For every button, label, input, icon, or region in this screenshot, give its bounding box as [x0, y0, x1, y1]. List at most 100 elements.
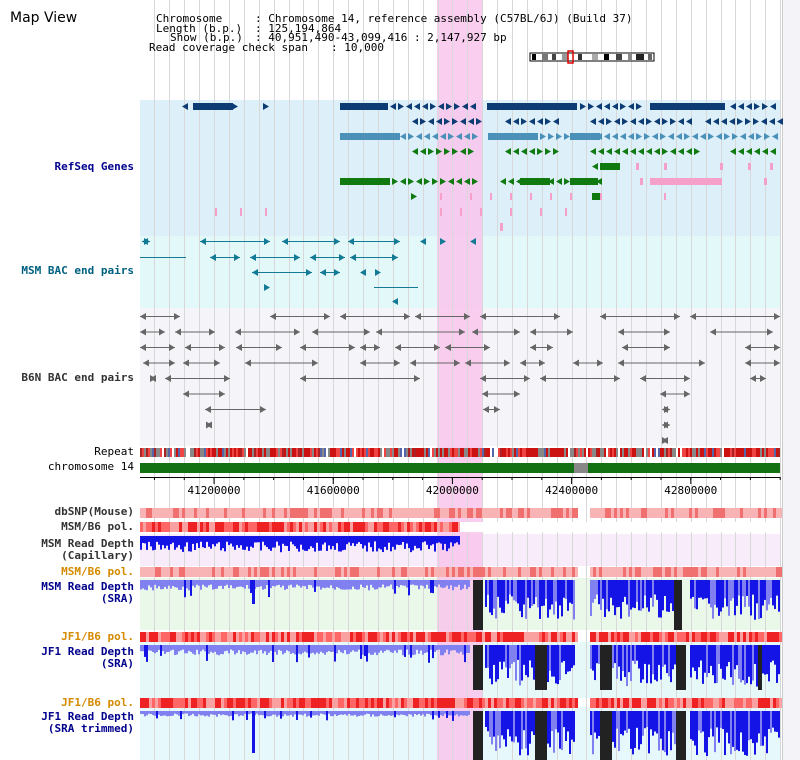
polymorphism-strip — [224, 522, 227, 532]
depth-bar — [210, 711, 212, 715]
polymorphism-strip — [689, 698, 692, 708]
depth-bar — [158, 580, 160, 587]
track-label-jf1-b6-pol-1[interactable]: JF1/B6 pol. — [61, 630, 134, 643]
polymorphism-strip — [590, 698, 593, 708]
repeat-segment — [684, 448, 686, 457]
polymorphism-strip — [761, 698, 764, 708]
polymorphism-strip — [431, 698, 434, 708]
gene-feature — [684, 133, 690, 140]
depth-bar — [436, 711, 438, 716]
repeat-segment — [408, 448, 410, 457]
depth-bar — [158, 645, 160, 650]
repeat-segment — [668, 448, 670, 457]
depth-bar-high — [674, 580, 682, 630]
bac-pair — [374, 344, 380, 351]
repeat-segment — [164, 448, 166, 457]
gene-feature — [432, 133, 438, 140]
track-label-jf1-depth-sra-1[interactable]: JF1 Read Depth — [41, 645, 134, 658]
track-label-msm-depth-sra-1[interactable]: MSM Read Depth — [41, 580, 134, 593]
depth-bar — [238, 536, 240, 548]
depth-bar — [468, 580, 470, 587]
polymorphism-strip — [446, 632, 449, 642]
track-label-jf1-b6-pol-2[interactable]: JF1/B6 pol. — [61, 696, 134, 709]
polymorphism-strip — [467, 632, 470, 642]
repeat-segment — [658, 448, 660, 457]
depth-bar — [533, 580, 535, 605]
depth-bar — [286, 711, 288, 716]
polymorphism-strip — [455, 698, 458, 708]
polymorphism-strip — [638, 632, 641, 642]
polymorphism-strip — [290, 698, 293, 708]
depth-bar — [778, 711, 780, 738]
polymorphism-strip — [680, 632, 683, 642]
bac-pair — [750, 375, 756, 382]
polymorphism-strip — [179, 567, 182, 577]
polymorphism-strip — [704, 632, 707, 642]
snp-strip — [599, 508, 602, 518]
polymorphism-strip — [242, 698, 245, 708]
polymorphism-strip — [719, 698, 722, 708]
gene-feature — [686, 118, 692, 125]
track-label-b6n-bac[interactable]: B6N BAC end pairs — [21, 371, 134, 384]
polymorphism-strip — [755, 698, 758, 708]
gene-feature — [650, 178, 722, 185]
polymorphism-strip — [599, 567, 602, 577]
repeat-segment — [754, 448, 756, 457]
gene-feature — [340, 133, 400, 140]
depth-bar — [404, 536, 406, 549]
track-label-msm-b6-pol-2[interactable]: MSM/B6 pol. — [61, 565, 134, 578]
snp-strip — [515, 508, 518, 518]
depth-bar — [549, 711, 551, 748]
polymorphism-strip — [413, 567, 416, 577]
depth-bar — [487, 645, 489, 668]
polymorphism-strip — [770, 632, 773, 642]
polymorphism-strip — [374, 567, 377, 577]
track-label-msm-b6-pol-1[interactable]: MSM/B6 pol. — [61, 520, 134, 533]
depth-bar — [440, 536, 442, 544]
gene-feature — [730, 103, 736, 110]
depth-bar — [573, 711, 575, 742]
depth-bar-high — [473, 711, 483, 760]
track-label-msm-bac[interactable]: MSM BAC end pairs — [21, 264, 134, 277]
bac-pair — [310, 254, 316, 261]
depth-bar — [178, 536, 180, 546]
track-label-dbsnp[interactable]: dbSNP(Mouse) — [54, 505, 134, 518]
track-label-chromosome[interactable]: chromosome 14 — [47, 460, 134, 473]
repeat-segment — [636, 448, 638, 457]
gene-feature — [598, 148, 604, 155]
gene-feature — [428, 118, 434, 125]
snp-strip — [164, 508, 167, 518]
bac-pair — [210, 254, 216, 261]
bac-pair — [140, 344, 146, 351]
polymorphism-strip — [395, 522, 398, 532]
depth-bar — [178, 580, 180, 590]
track-label-refseq[interactable]: RefSeq Genes — [54, 160, 134, 173]
polymorphism-strip — [389, 632, 392, 642]
snp-strip — [317, 508, 320, 518]
depth-bar — [388, 536, 390, 543]
polymorphism-strip — [671, 698, 674, 708]
gene-feature — [487, 103, 577, 110]
gene-feature — [748, 163, 751, 170]
polymorphism-strip — [569, 567, 572, 577]
track-label-jf1-depth-trim-1[interactable]: JF1 Read Depth — [41, 710, 134, 723]
depth-bar — [740, 580, 742, 615]
track-label-msm-depth-cap-1[interactable]: MSM Read Depth — [41, 537, 134, 550]
polymorphism-strip — [395, 567, 398, 577]
depth-bar — [270, 711, 272, 716]
polymorphism-strip — [230, 567, 233, 577]
depth-bar-high — [676, 711, 686, 760]
depth-bar — [194, 645, 196, 655]
polymorphism-strip — [644, 698, 647, 708]
polymorphism-strip — [242, 522, 245, 532]
depth-bar — [748, 711, 750, 741]
snp-strip — [227, 508, 230, 518]
snp-strip — [509, 508, 512, 518]
depth-bar — [298, 645, 300, 654]
polymorphism-strip — [662, 698, 665, 708]
depth-bar — [140, 711, 142, 714]
depth-bar — [702, 711, 704, 732]
repeat-segment — [442, 448, 444, 457]
track-label-repeat[interactable]: Repeat — [94, 445, 134, 458]
